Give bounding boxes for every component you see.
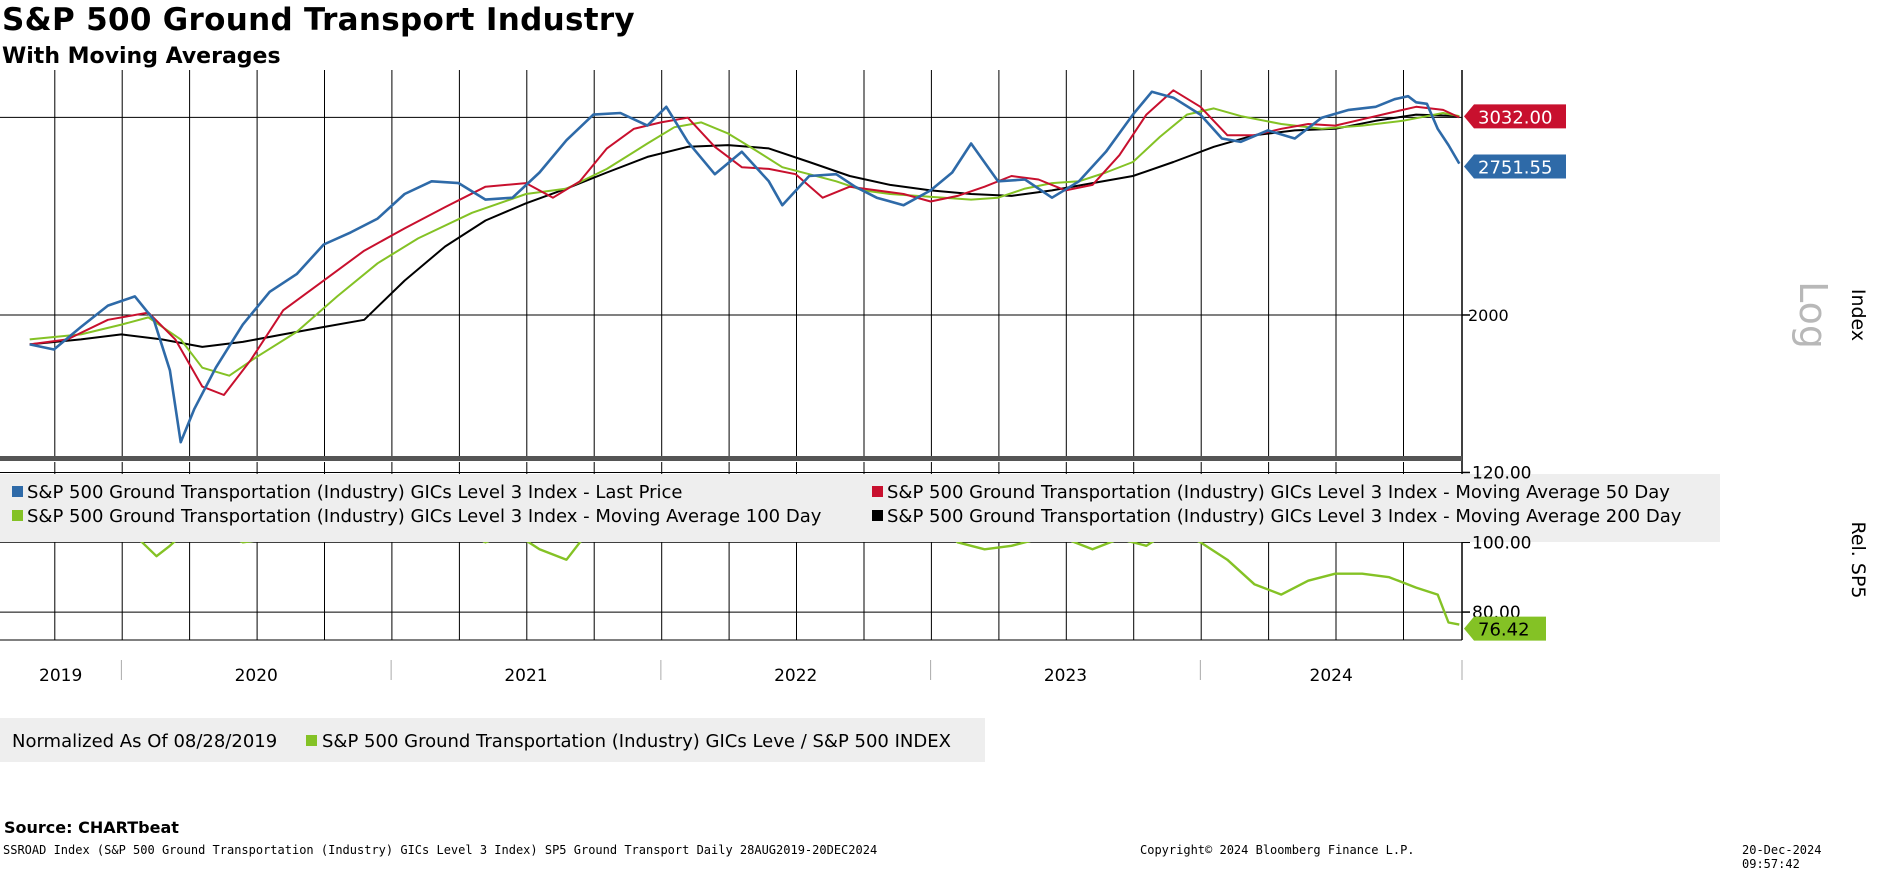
- y-tick-label: 100.00: [1472, 533, 1531, 553]
- main-panel-series: [29, 89, 1461, 444]
- legend-swatch: [872, 510, 883, 521]
- legend-label: S&P 500 Ground Transportation (Industry)…: [887, 482, 1670, 503]
- value-tag-bg: [1464, 154, 1566, 179]
- x-tick-label: 2019: [39, 666, 82, 686]
- relative-axis-title: Rel. SP5: [1847, 521, 1869, 598]
- x-tick-label: 2020: [235, 666, 278, 686]
- legend-swatch: [12, 510, 23, 521]
- legend-label: S&P 500 Ground Transportation (Industry)…: [27, 506, 822, 527]
- value-tag-bg: [1464, 616, 1546, 641]
- relative-legend-background: [0, 718, 985, 762]
- value-tag-text: 3032.00: [1478, 107, 1552, 128]
- axis-labels: 2019 2020 2021 2022 2023 2024 2000 Index Log Rel.…: [39, 104, 1869, 686]
- footer-description: SSROAD Index (S&P 500 Ground Transportat…: [3, 843, 878, 857]
- x-tick-label: 2023: [1044, 666, 1087, 686]
- series-line: [29, 89, 1460, 396]
- last-value-tag-relative: 76.42: [1464, 616, 1546, 641]
- footer-timestamp: 20-Dec-2024 09:57:42: [1742, 843, 1822, 871]
- source-label: Source: CHARTbeat: [4, 818, 179, 837]
- series-line: [29, 113, 1460, 348]
- value-tag-bg: [1464, 104, 1566, 129]
- y-axis-title: Index: [1847, 289, 1869, 341]
- last-value-tag-price: 2751.55: [1464, 154, 1566, 179]
- main-panel-gridlines: [0, 70, 1462, 458]
- x-tick-label: 2021: [504, 666, 547, 686]
- y-tick-label: 2000: [1468, 306, 1509, 325]
- legend-swatch: [12, 486, 23, 497]
- chart-title: S&P 500 Ground Transport Industry: [2, 2, 635, 38]
- value-tag-text: 76.42: [1478, 620, 1530, 641]
- chart-subtitle: With Moving Averages: [2, 44, 281, 69]
- series-line: [29, 90, 1461, 444]
- legend-label: S&P 500 Ground Transportation (Industry)…: [887, 506, 1682, 527]
- value-tag-text: 2751.55: [1478, 157, 1552, 178]
- last-value-tag-ma50: 3032.00: [1464, 104, 1566, 129]
- y-tick-label: 120.00: [1472, 463, 1531, 483]
- legend-swatch: [872, 486, 883, 497]
- x-tick-label: 2024: [1310, 666, 1353, 686]
- log-scale-label: Log: [1791, 281, 1835, 349]
- main-legend: S&P 500 Ground Transportation (Industry)…: [0, 474, 1720, 542]
- legend-label: S&P 500 Ground Transportation (Industry)…: [27, 482, 683, 503]
- x-tick-label: 2022: [774, 666, 817, 686]
- legend-swatch: [306, 735, 317, 746]
- legend-label: S&P 500 Ground Transportation (Industry)…: [322, 731, 951, 752]
- normalized-label: Normalized As Of 08/28/2019: [12, 731, 277, 752]
- legend-background: [0, 474, 1720, 542]
- axes: [0, 70, 1470, 680]
- footer-copyright: Copyright© 2024 Bloomberg Finance L.P.: [1140, 843, 1415, 857]
- panel-divider: [0, 456, 1462, 461]
- series-line: [29, 107, 1460, 377]
- relative-legend: Normalized As Of 08/28/2019 S&P 500 Groun…: [0, 718, 985, 762]
